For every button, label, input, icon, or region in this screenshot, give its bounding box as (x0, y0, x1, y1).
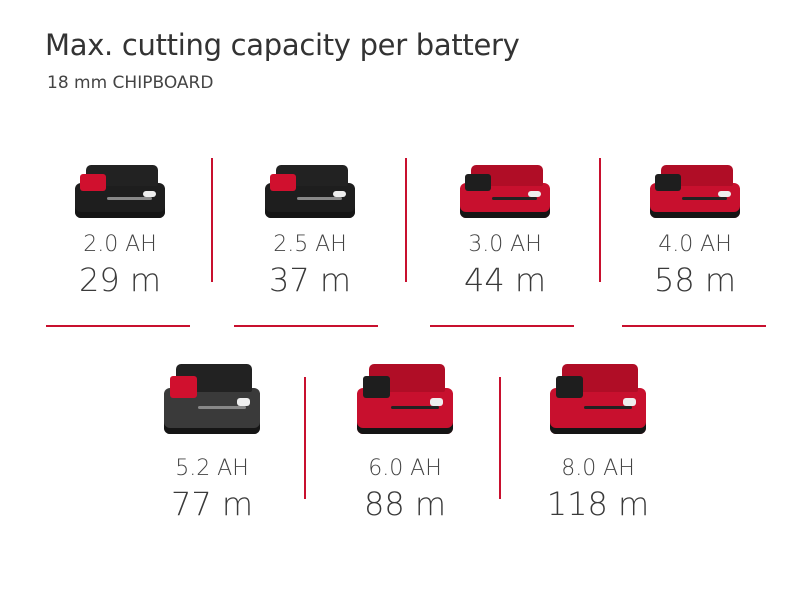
cutting-distance: 29 m (78, 261, 162, 299)
battery-capacity: 8.0 AH (561, 456, 635, 481)
battery-capacity: 4.0 AH (658, 232, 732, 257)
battery-card: 6.0 AH 88 m (310, 360, 500, 523)
battery-card: 5.2 AH 77 m (117, 360, 307, 523)
divider-horizontal (46, 325, 190, 327)
battery-capacity: 5.2 AH (175, 456, 249, 481)
cutting-distance: 37 m (268, 261, 352, 299)
battery-card: 2.5 AH 37 m (215, 162, 405, 299)
divider-horizontal (622, 325, 766, 327)
page-title: Max. cutting capacity per battery (45, 28, 520, 62)
battery-icon (265, 162, 355, 218)
cutting-distance: 44 m (463, 261, 547, 299)
battery-card: 8.0 AH 118 m (503, 360, 693, 523)
battery-card: 2.0 AH 29 m (25, 162, 215, 299)
battery-icon (650, 162, 740, 218)
divider-horizontal (430, 325, 574, 327)
battery-card: 3.0 AH 44 m (410, 162, 600, 299)
battery-capacity: 2.0 AH (83, 232, 157, 257)
divider-vertical (211, 158, 213, 282)
battery-capacity: 6.0 AH (368, 456, 442, 481)
battery-icon (75, 162, 165, 218)
battery-icon (164, 360, 260, 434)
cutting-distance: 88 m (363, 485, 447, 523)
divider-horizontal (234, 325, 378, 327)
divider-vertical (304, 377, 306, 499)
cutting-distance: 118 m (546, 485, 650, 523)
divider-vertical (599, 158, 601, 282)
battery-capacity: 2.5 AH (273, 232, 347, 257)
battery-icon (460, 162, 550, 218)
divider-vertical (405, 158, 407, 282)
cutting-distance: 58 m (653, 261, 737, 299)
page-subtitle: 18 mm CHIPBOARD (47, 73, 214, 93)
battery-icon (357, 360, 453, 434)
battery-icon (550, 360, 646, 434)
divider-vertical (499, 377, 501, 499)
battery-capacity: 3.0 AH (468, 232, 542, 257)
battery-card: 4.0 AH 58 m (600, 162, 790, 299)
cutting-distance: 77 m (170, 485, 254, 523)
